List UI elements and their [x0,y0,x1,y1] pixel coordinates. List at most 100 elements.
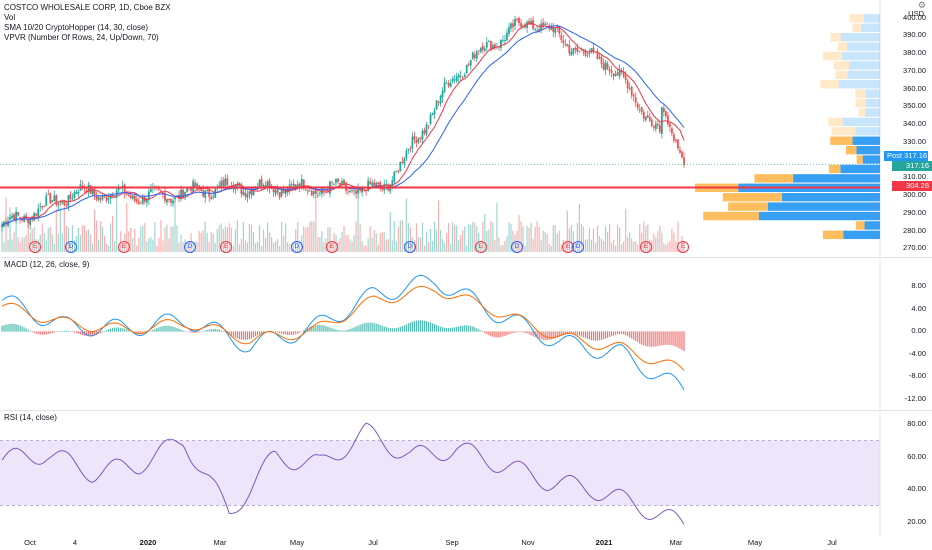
candle-body [544,23,547,25]
earnings-event-icon[interactable]: E [640,241,652,253]
macd-histogram-bar [104,330,106,332]
volume-bar [174,200,176,252]
volume-bar [556,233,558,252]
volume-bar [43,233,45,252]
candle-body [409,148,412,150]
macd-chart[interactable] [0,257,932,409]
candle-body [324,189,327,191]
candle-body [419,137,422,139]
time-tick-label: May [289,538,305,547]
volume-bar [238,244,240,252]
price-chart[interactable] [0,0,932,256]
post-label: Post [887,151,903,160]
macd-histogram-bar [617,331,619,335]
macd-histogram-bar [85,331,88,337]
dividend-event-icon[interactable]: D [572,241,584,253]
earnings-event-icon[interactable]: E [118,241,130,253]
macd-histogram-bar [623,331,625,335]
volume-bar [268,232,271,252]
volume-profile-up [793,174,880,183]
earnings-event-icon[interactable]: E [677,241,689,253]
macd-histogram-bar [673,331,675,346]
dividend-event-icon[interactable]: D [184,241,196,253]
volume-bar [452,222,454,252]
dividend-event-icon[interactable]: D [511,241,523,253]
volume-bar [657,231,659,252]
dividend-event-icon[interactable]: D [291,241,303,253]
candle-body [552,27,555,32]
earnings-event-icon[interactable]: E [326,241,338,253]
candle-body [540,23,543,31]
candle-body [441,90,444,98]
candle-body [439,95,442,104]
volume-bar [363,245,365,252]
macd-histogram-bar [21,326,23,332]
currency-label[interactable]: USD [908,9,924,18]
candle-body [500,39,502,48]
macd-histogram-bar [528,331,530,335]
volume-profile-up [838,80,880,89]
vol-label[interactable]: Vol [4,13,16,22]
volume-bar [130,227,132,252]
rsi-chart[interactable] [0,410,932,535]
rsi-pane[interactable]: RSI (14, close) 80.00 60.00 40.00 20.00 [0,410,932,535]
earnings-event-icon[interactable]: E [475,241,487,253]
macd-label[interactable]: MACD (12, 26, close, 9) [4,260,90,269]
volume-bar [464,226,466,252]
candle-body [475,51,478,59]
macd-histogram-bar [556,331,558,338]
macd-histogram-bar [319,324,321,332]
macd-histogram-bar [309,327,311,332]
volume-bar [23,237,25,252]
macd-histogram-bar [639,331,641,344]
price-pane[interactable]: COSTCO WHOLESALE CORP, 1D, Cboe BZX Vol … [0,0,932,256]
candle-body [508,27,510,34]
candle-body [489,40,492,51]
volume-bar [289,243,291,252]
candle-body [626,80,629,89]
volume-bar [431,241,434,252]
earnings-event-icon[interactable]: E [220,241,232,253]
settings-icon[interactable]: ⚙ [917,0,926,10]
volume-profile-up [843,230,880,240]
sma-label[interactable]: SMA 10/20 CryptoHopper (14, 30, close) [4,23,149,32]
macd-tick-label: 4.00 [911,303,926,313]
macd-histogram-bar [667,331,669,345]
time-tick-label: Jul [827,538,837,547]
volume-bar [667,242,669,252]
candle-body [638,109,641,110]
price-tick-label: 380.00 [903,48,926,58]
rsi-tick-label: 40.00 [907,484,926,494]
macd-histogram-bar [154,328,156,332]
macd-histogram-bar [285,331,287,335]
post-tag: Post 317.16 [884,151,928,161]
candle-body [590,47,593,53]
macd-tick-label: -8.00 [908,371,926,381]
candle-body [642,111,645,119]
volume-bar [496,202,498,252]
macd-histogram-bar [31,331,33,333]
volume-bar [63,201,65,252]
volume-bar [317,237,319,252]
volume-bar [166,224,168,252]
earnings-event-icon[interactable]: E [29,241,41,253]
rsi-label[interactable]: RSI (14, close) [4,413,57,422]
volume-bar [283,235,285,252]
candle-body [41,205,44,208]
macd-histogram-bar [313,325,315,332]
volume-profile-down [722,193,783,202]
dividend-event-icon[interactable]: D [65,241,77,253]
macd-histogram-bar [331,328,333,332]
volume-profile-down [831,127,856,136]
candle-body [624,75,627,80]
volume-bar [208,242,210,252]
price-tick-label: 370.00 [903,65,926,75]
vpvr-label[interactable]: VPVR (Number Of Rows, 24, Up/Down, 70) [4,33,159,42]
dividend-event-icon[interactable]: D [404,241,416,253]
macd-histogram-bar [540,331,542,340]
volume-bar [204,221,206,252]
volume-bar [230,227,232,252]
macd-pane[interactable]: MACD (12, 26, close, 9) 8.00 4.00 0.00 -4.0… [0,257,932,409]
macd-histogram-bar [27,329,29,332]
volume-bar [401,220,403,252]
